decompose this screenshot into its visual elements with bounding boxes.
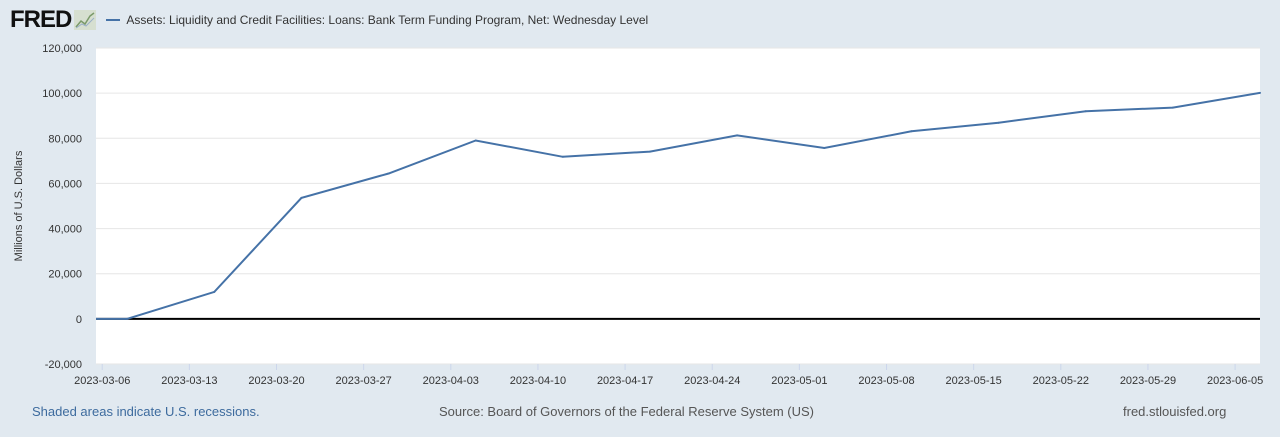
- data-point: [213, 290, 216, 293]
- data-point: [1084, 110, 1087, 113]
- legend-label: Assets: Liquidity and Credit Facilities:…: [126, 13, 649, 27]
- data-point: [300, 196, 303, 199]
- y-tick-label: 60,000: [48, 178, 82, 190]
- legend-item[interactable]: Assets: Liquidity and Credit Facilities:…: [106, 13, 648, 27]
- plot-area: [96, 48, 1260, 364]
- x-tick-label: 2023-03-27: [336, 375, 392, 387]
- x-tick-label: 2023-04-10: [510, 375, 566, 387]
- y-tick-label: 20,000: [48, 269, 82, 281]
- x-tick-label: 2023-04-24: [684, 375, 740, 387]
- data-point: [736, 134, 739, 137]
- y-tick-label: 40,000: [48, 224, 82, 236]
- data-point: [1259, 91, 1261, 94]
- x-tick-label: 2023-05-08: [858, 375, 914, 387]
- data-point: [387, 172, 390, 175]
- chart-line-icon: [74, 10, 97, 30]
- y-tick-label: 100,000: [42, 88, 82, 100]
- site-link[interactable]: fred.stlouisfed.org: [1123, 404, 1227, 419]
- data-point: [997, 121, 1000, 124]
- y-tick-label: -20,000: [45, 359, 82, 371]
- chart-header: FRED Assets: Liquidity and Credit Facili…: [10, 6, 648, 34]
- data-point: [474, 139, 477, 142]
- x-tick-label: 2023-05-29: [1120, 375, 1176, 387]
- data-point: [648, 150, 651, 153]
- y-tick-label: 80,000: [48, 133, 82, 145]
- data-point: [823, 146, 826, 149]
- y-tick-label: 0: [76, 314, 82, 326]
- data-point: [910, 130, 913, 133]
- x-tick-label: 2023-03-20: [248, 375, 304, 387]
- x-tick-label: 2023-03-06: [74, 375, 130, 387]
- x-tick-label: 2023-05-15: [946, 375, 1002, 387]
- y-tick-label: 120,000: [42, 43, 82, 55]
- x-tick-label: 2023-05-01: [771, 375, 827, 387]
- fred-logo[interactable]: FRED: [10, 6, 72, 33]
- x-tick-label: 2023-05-22: [1033, 375, 1089, 387]
- x-tick-label: 2023-06-05: [1207, 375, 1263, 387]
- chart: -20,000 0 20,000 40,000 60,000 80,000 100,000 1…: [13, 43, 1263, 387]
- source-note: Source: Board of Governors of the Federa…: [439, 404, 814, 419]
- data-point: [126, 317, 129, 320]
- data-point: [561, 155, 564, 158]
- x-tick-label: 2023-04-17: [597, 375, 653, 387]
- y-axis-label: Millions of U.S. Dollars: [13, 150, 25, 261]
- legend-swatch: [106, 19, 121, 21]
- data-point: [1171, 106, 1174, 109]
- x-tick-label: 2023-03-13: [161, 375, 217, 387]
- x-tick-label: 2023-04-03: [423, 375, 479, 387]
- recessions-note[interactable]: Shaded areas indicate U.S. recessions.: [32, 404, 260, 419]
